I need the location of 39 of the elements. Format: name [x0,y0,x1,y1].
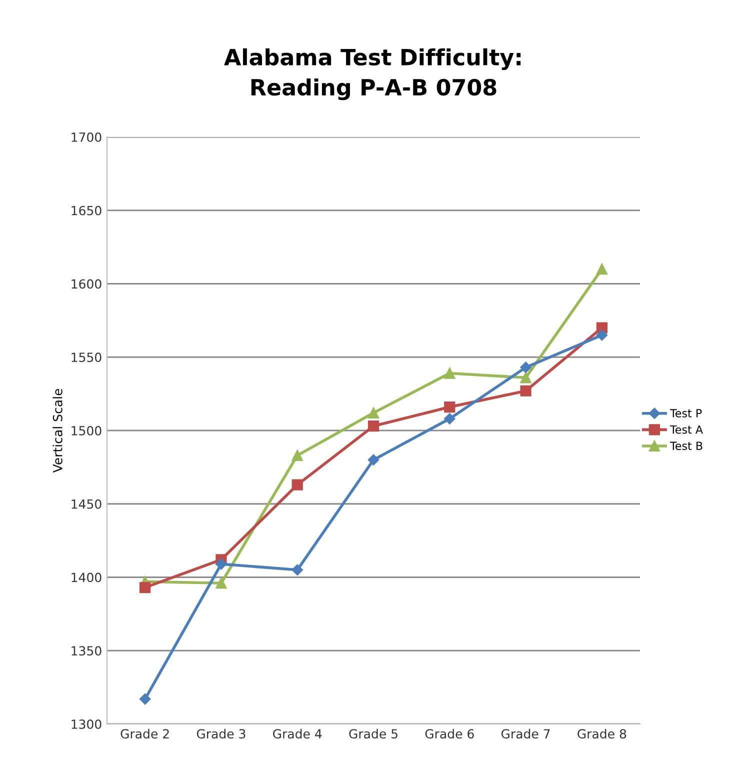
point [216,578,227,589]
x-tick-label: Grade 5 [349,728,398,739]
y-tick-label: 1500 [72,426,102,436]
point [596,330,608,341]
x-tick-label: Grade 6 [425,728,474,739]
point [139,693,151,705]
x-tick-label: Grade 2 [120,728,169,739]
point [444,368,456,379]
point [596,264,608,275]
point [292,479,303,490]
point [292,450,303,462]
y-tick-label: 1450 [72,499,102,509]
y-tick-label: 1650 [72,206,102,216]
point [368,407,380,418]
y-tick-label: 1400 [72,572,102,582]
legend-label: Test B [670,442,702,450]
legend-label: Test A [670,425,703,434]
y-tick-label: 1550 [72,352,102,362]
y-axis-title: Vertical Scale [52,388,62,473]
point [520,362,532,374]
point [520,372,532,384]
point [216,558,227,570]
chart-title: Alabama Test Difficulty: Reading P-A-B 0708 [224,48,521,100]
point [292,564,303,576]
legend-label: Test P [670,409,702,418]
y-tick-label: 1600 [72,279,102,289]
x-tick-label: Grade 7 [501,728,550,739]
point [520,385,532,396]
y-tick-label: 1700 [72,132,102,142]
y-tick-label: 1300 [72,719,102,729]
point [368,420,380,432]
x-tick-label: Grade 8 [578,728,626,739]
point [444,401,456,413]
point [444,413,456,424]
x-tick-label: Grade 3 [196,728,246,739]
point [368,454,380,466]
y-tick-label: 1350 [72,646,102,656]
x-tick-label: Grade 4 [273,728,322,739]
point [140,582,151,594]
